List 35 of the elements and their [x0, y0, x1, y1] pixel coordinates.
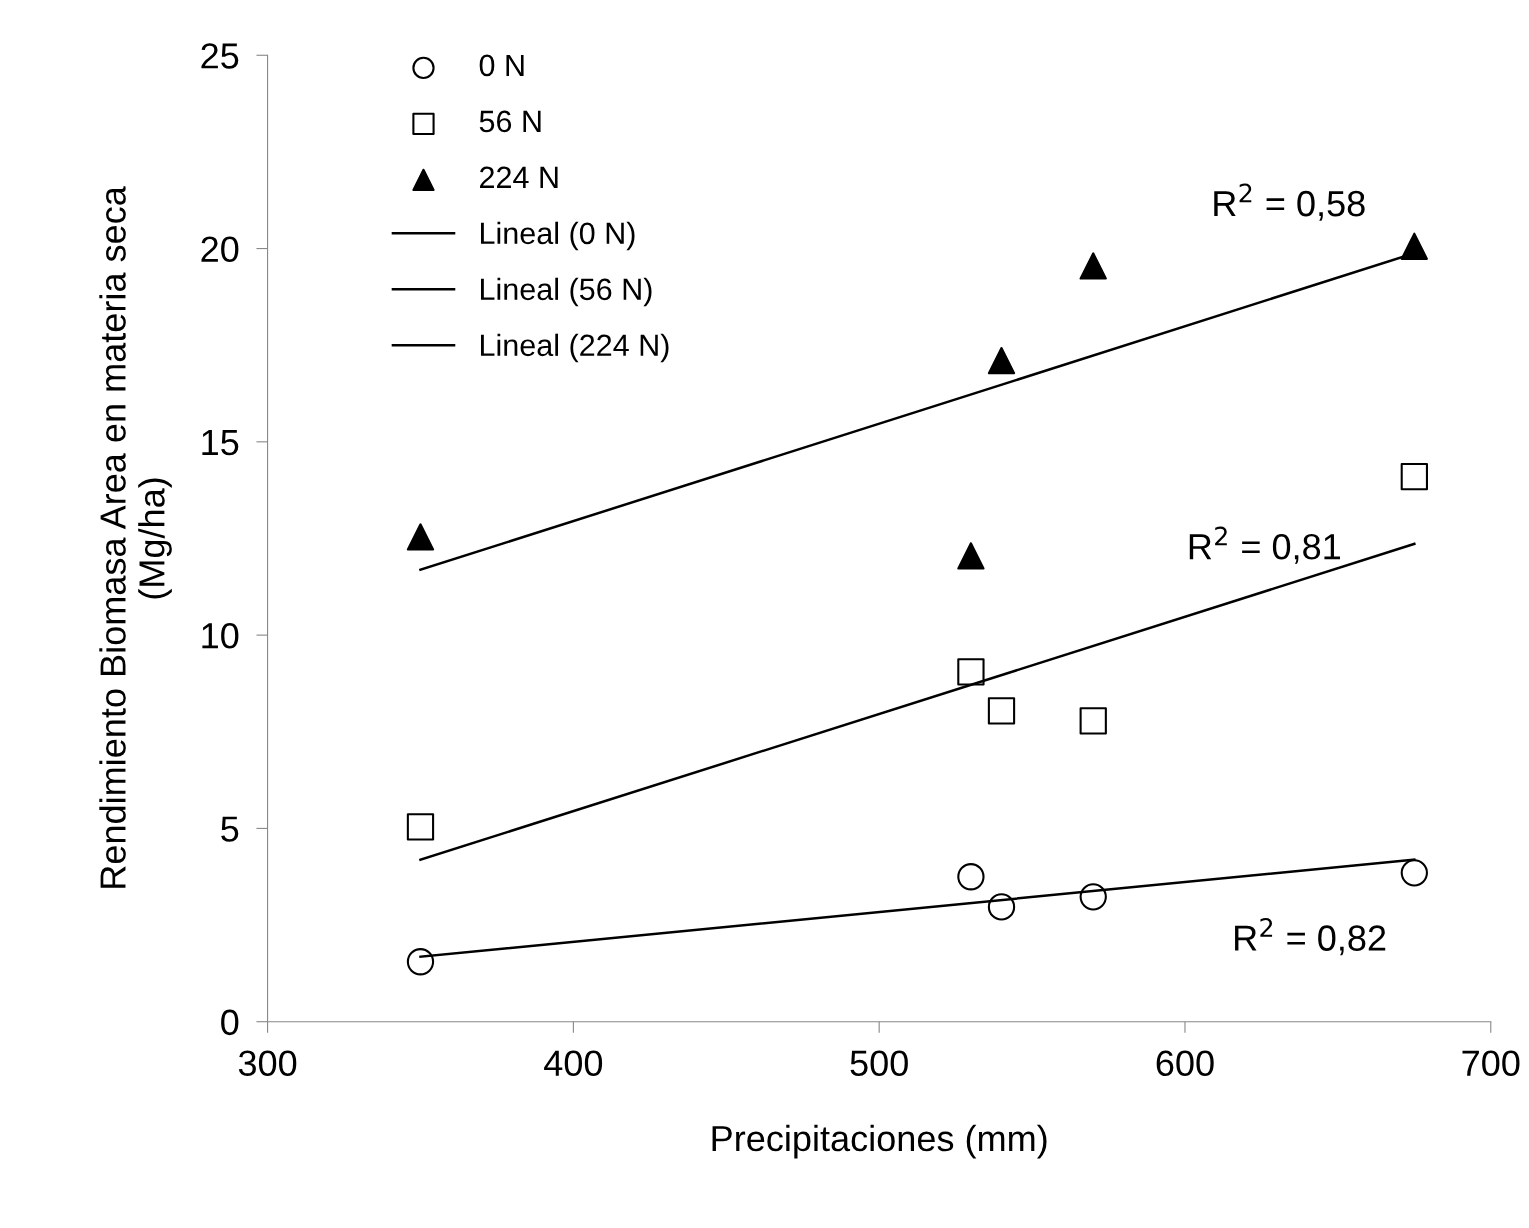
y-tick-label: 15	[202, 430, 239, 456]
point	[1400, 232, 1428, 260]
x-tick-label: 500	[850, 1050, 908, 1076]
point	[1079, 707, 1107, 735]
point	[406, 948, 435, 976]
point	[957, 863, 985, 891]
legend-label: 0 N	[479, 54, 524, 77]
y-tick-label: 25	[201, 43, 239, 69]
x-axis-title: Precipitaciones (mm)	[712, 1124, 1047, 1159]
y-tick-label: 5	[221, 816, 239, 842]
y-tick-label: 20	[201, 236, 239, 262]
point	[1400, 859, 1428, 887]
point	[406, 813, 435, 841]
legend-label: Lineal (56 N)	[480, 277, 652, 307]
legend-label: Lineal (224 N)	[480, 333, 669, 363]
annotation: R$^{2}$ = 0,81	[1189, 526, 1341, 564]
point	[1079, 252, 1107, 280]
x-tick-label: 300	[238, 1050, 297, 1076]
legend-label: 224 N	[480, 166, 558, 188]
y-tick-label: 10	[202, 622, 239, 649]
annotation: R$^{2}$ = 0,82	[1235, 917, 1386, 956]
x-tick-label: 700	[1462, 1050, 1520, 1076]
point	[957, 658, 985, 686]
x-tick-label: 400	[544, 1050, 603, 1076]
legend-label: Lineal (0 N)	[480, 221, 635, 251]
y-axis-title: Rendimiento Biomasa Area en materia seca (Mg/ha)	[99, 186, 172, 888]
point	[987, 697, 1016, 725]
annotation: R$^{2}$ = 0,58	[1214, 183, 1365, 221]
legend-label: 56 N	[479, 110, 541, 133]
point	[406, 523, 435, 551]
y-tick-label: 0	[221, 1009, 239, 1036]
x-tick-label: 600	[1156, 1050, 1214, 1076]
point	[1400, 462, 1428, 491]
point	[987, 347, 1016, 375]
point	[957, 542, 985, 570]
